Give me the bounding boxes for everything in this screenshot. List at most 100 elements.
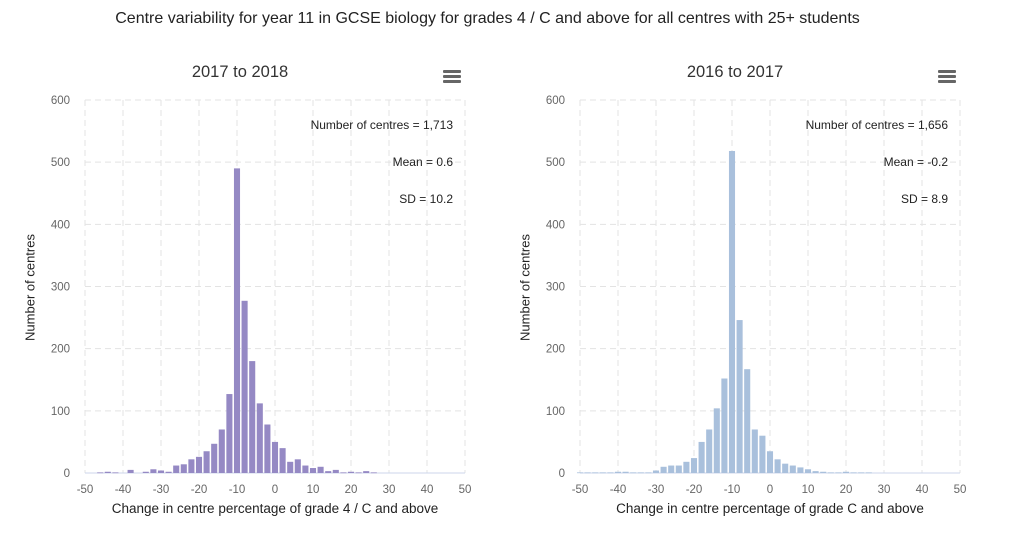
histogram-bar[interactable] <box>599 472 606 474</box>
histogram-bar[interactable] <box>774 459 781 473</box>
histogram-bar[interactable] <box>713 408 720 473</box>
histogram-bar[interactable] <box>127 469 134 473</box>
histogram-bar[interactable] <box>180 464 187 473</box>
histogram-bar[interactable] <box>249 361 256 473</box>
histogram-bar[interactable] <box>226 394 233 473</box>
histogram-bar[interactable] <box>188 459 195 473</box>
histogram-bar[interactable] <box>690 458 698 473</box>
histogram-bar[interactable] <box>97 472 104 474</box>
histogram-bar[interactable] <box>355 472 362 474</box>
histogram-bar[interactable] <box>804 469 812 473</box>
histogram-bar[interactable] <box>675 465 682 473</box>
histogram-bar[interactable] <box>150 469 157 473</box>
histogram-bar[interactable] <box>112 472 119 474</box>
page-title: Centre variability for year 11 in GCSE b… <box>115 10 860 27</box>
histogram-bar[interactable] <box>607 472 614 474</box>
histogram-bar[interactable] <box>256 403 263 473</box>
histogram-bar[interactable] <box>728 150 736 473</box>
histogram-bar[interactable] <box>104 471 111 473</box>
histogram-bar[interactable] <box>332 469 339 473</box>
y-tick-label: 400 <box>546 219 565 231</box>
histogram-2017-2018: -50 -40 -30 -20 -10 0 10 20 30 40 5001002003004005… <box>51 95 472 496</box>
histogram-bar[interactable] <box>797 467 804 473</box>
histogram-bar[interactable] <box>842 471 850 473</box>
histogram-bar[interactable] <box>370 472 377 474</box>
histogram-bar[interactable] <box>165 471 172 473</box>
histogram-bar[interactable] <box>789 465 796 473</box>
histogram-bar[interactable] <box>233 168 241 473</box>
histogram-bar[interactable] <box>744 369 751 473</box>
histogram-bar[interactable] <box>759 435 766 473</box>
histogram-bar[interactable] <box>652 470 660 473</box>
histogram-bar[interactable] <box>142 471 149 473</box>
y-tick-label: 500 <box>546 157 565 169</box>
histogram-bar[interactable] <box>294 459 301 473</box>
histogram-bar[interactable] <box>325 471 332 473</box>
histogram-bar[interactable] <box>820 471 827 473</box>
histogram-bar[interactable] <box>865 472 872 474</box>
y-tick-label: 100 <box>51 406 70 418</box>
histogram-bar[interactable] <box>614 471 622 473</box>
histogram-bar[interactable] <box>157 470 165 473</box>
y-tick-label: 300 <box>546 282 565 294</box>
histogram-bar[interactable] <box>211 443 218 473</box>
histogram-bar[interactable] <box>668 465 675 473</box>
histogram-bar[interactable] <box>576 472 584 474</box>
stat-mean: Mean = 0.6 <box>392 155 453 169</box>
x-axis-label: Change in centre percentage of grade 4 /… <box>111 501 439 516</box>
histogram-bar[interactable] <box>630 472 637 474</box>
histogram-bar[interactable] <box>279 448 286 473</box>
y-axis-label: Number of centres <box>22 234 38 341</box>
histogram-bar[interactable] <box>706 429 713 473</box>
histogram-bar[interactable] <box>173 465 180 473</box>
histogram-bar[interactable] <box>302 465 309 473</box>
histogram-bar[interactable] <box>766 451 774 473</box>
histogram-bar[interactable] <box>363 471 370 473</box>
histogram-bar[interactable] <box>721 378 728 473</box>
histogram-bar[interactable] <box>850 472 857 474</box>
histogram-bar[interactable] <box>309 468 317 473</box>
histogram-bar[interactable] <box>592 472 599 474</box>
chart-menu-icon[interactable] <box>443 70 461 84</box>
histogram-bar[interactable] <box>347 471 355 473</box>
histogram-bar[interactable] <box>736 320 743 473</box>
chart-panel-2017-2018: 2017 to 2018 -50 -40 -30 -20 -10 0 10 20 30 40 50 0… <box>10 55 490 525</box>
histogram-bar[interactable] <box>827 472 834 474</box>
histogram-bar[interactable] <box>287 461 294 473</box>
histogram-bar[interactable] <box>698 441 705 473</box>
histogram-bar[interactable] <box>683 461 690 473</box>
histogram-bar[interactable] <box>264 424 271 473</box>
x-tick-label: 30 <box>383 484 396 496</box>
histogram-bar[interactable] <box>340 472 347 474</box>
histogram-bar[interactable] <box>271 441 279 473</box>
histogram-bar[interactable] <box>751 429 758 473</box>
histogram-bar[interactable] <box>660 466 667 473</box>
histogram-bar[interactable] <box>858 472 865 474</box>
histogram-bar[interactable] <box>782 463 789 473</box>
x-tick-label: 0 <box>767 484 773 496</box>
chart-menu-icon[interactable] <box>938 70 956 84</box>
histogram-bar[interactable] <box>195 456 203 473</box>
x-tick-label: -30 <box>153 484 170 496</box>
histogram-bar[interactable] <box>645 472 652 474</box>
x-tick-label: 20 <box>345 484 358 496</box>
x-tick-label: -10 <box>229 484 246 496</box>
histogram-bar[interactable] <box>812 471 819 473</box>
x-tick-label: 50 <box>954 484 967 496</box>
y-tick-label: 600 <box>51 95 70 107</box>
histogram-bar[interactable] <box>835 472 842 474</box>
histogram-bar[interactable] <box>584 472 591 474</box>
x-tick-label: -50 <box>77 484 94 496</box>
stat-mean: Mean = -0.2 <box>883 155 948 169</box>
histogram-bar[interactable] <box>241 300 248 473</box>
histogram-bar[interactable] <box>218 429 225 473</box>
stat-sd: SD = 8.9 <box>900 192 948 206</box>
histogram-bar[interactable] <box>637 472 644 474</box>
histogram-bar[interactable] <box>203 451 210 473</box>
chart-title: 2017 to 2018 <box>191 63 289 81</box>
x-tick-label: 10 <box>802 484 815 496</box>
stat-number-of-centres: Number of centres = 1,656 <box>805 118 948 132</box>
histogram-bar[interactable] <box>317 466 324 473</box>
histogram-bar[interactable] <box>622 471 629 473</box>
x-tick-label: -40 <box>610 484 627 496</box>
